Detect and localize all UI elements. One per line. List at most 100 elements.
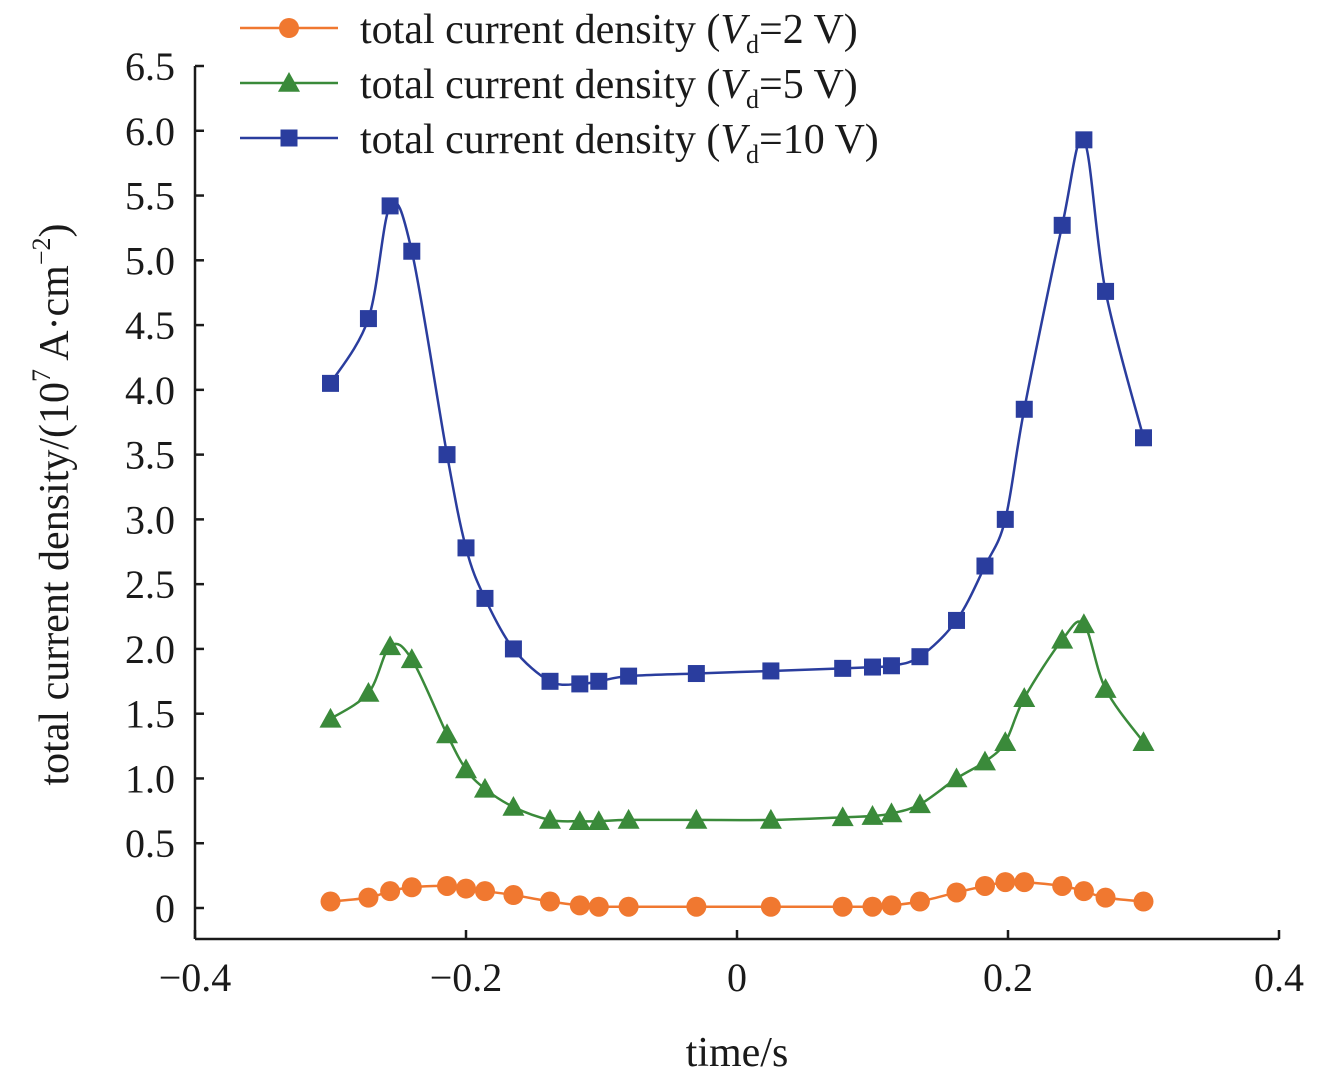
- y-tick-label: 1.5: [125, 692, 175, 737]
- data-point: [861, 805, 884, 825]
- y-axis-title-unit-exponent: −2: [27, 237, 56, 265]
- data-point: [1052, 875, 1073, 896]
- data-point: [504, 640, 522, 658]
- y-tick-label: 0: [155, 886, 175, 931]
- data-point: [948, 611, 966, 629]
- data-point: [457, 539, 475, 557]
- y-axis-title-exponent: 7: [27, 369, 56, 382]
- y-axis-title: total current density/(107 A·cm−2): [27, 223, 78, 785]
- data-point: [880, 802, 903, 823]
- data-point: [571, 675, 589, 693]
- data-point: [881, 895, 902, 916]
- data-point: [476, 589, 494, 607]
- data-point: [1053, 216, 1071, 234]
- data-point: [588, 896, 609, 917]
- x-tick-label: 0: [727, 955, 747, 1000]
- legend-marker: [278, 72, 300, 92]
- data-point: [1135, 429, 1152, 447]
- data-point: [437, 875, 458, 896]
- data-point: [834, 659, 852, 677]
- series-circle: [320, 872, 1154, 917]
- legend-label: total current density (Vd=5 V): [360, 62, 858, 114]
- axes: −0.4 −0.2 0 0.2 0.4 0 0.5 1.0 1.5 2.0 2.5 3.0 3.5 4.…: [125, 44, 1304, 1000]
- legend-item: total current density (Vd=5 V): [240, 62, 858, 114]
- legend-marker: [280, 129, 298, 147]
- x-tick-label: 0.2: [983, 955, 1033, 1000]
- data-point: [358, 887, 379, 908]
- data-point: [945, 767, 968, 788]
- data-point: [617, 808, 640, 829]
- x-axis-title: time/s: [686, 1030, 789, 1076]
- y-tick-label: 2.5: [125, 562, 175, 607]
- data-point: [762, 662, 780, 680]
- x-ticks: −0.4 −0.2 0 0.2 0.4: [159, 930, 1304, 1000]
- y-tick-label: 2.0: [125, 627, 175, 672]
- data-point: [995, 872, 1016, 893]
- data-point: [455, 758, 477, 779]
- data-point: [862, 896, 883, 917]
- plot-series: [319, 131, 1155, 917]
- data-point: [403, 242, 421, 260]
- series-line: [329, 620, 1145, 823]
- data-point: [1132, 731, 1155, 751]
- legend-label: total current density (Vd=2 V): [360, 7, 858, 59]
- data-point: [996, 510, 1014, 528]
- y-tick-label: 1.0: [125, 756, 175, 801]
- data-point: [759, 808, 782, 829]
- data-point: [1014, 872, 1035, 893]
- data-point: [832, 896, 853, 917]
- data-point: [908, 793, 931, 814]
- data-point: [1075, 131, 1093, 149]
- data-point: [456, 878, 476, 899]
- x-tick-label: −0.2: [430, 955, 503, 1000]
- series-square: [322, 131, 1152, 693]
- x-tick-label: 0.4: [1254, 955, 1304, 1000]
- series-triangle: [319, 613, 1155, 831]
- y-axis-title-close: ): [32, 223, 78, 237]
- data-point: [1073, 881, 1094, 902]
- y-tick-label: 3.5: [125, 433, 175, 478]
- data-point: [994, 731, 1017, 751]
- y-tick-label: 5.0: [125, 238, 175, 283]
- data-point: [618, 896, 639, 917]
- data-point: [1072, 613, 1095, 634]
- data-point: [1133, 891, 1154, 912]
- data-point: [436, 723, 459, 744]
- data-point: [590, 672, 608, 690]
- y-tick-label: 4.5: [125, 303, 175, 348]
- data-point: [620, 667, 638, 685]
- data-point: [381, 197, 399, 215]
- data-point: [322, 374, 339, 392]
- data-point: [474, 881, 495, 902]
- data-point: [831, 806, 854, 827]
- data-point: [687, 665, 705, 683]
- y-tick-label: 5.5: [125, 174, 175, 219]
- y-tick-label: 0.5: [125, 821, 175, 866]
- data-point: [911, 648, 929, 666]
- data-point: [541, 672, 559, 690]
- legend-marker: [279, 18, 299, 38]
- legend-item: total current density (Vd=2 V): [240, 7, 858, 59]
- legend: total current density (Vd=2 V)total curr…: [240, 7, 879, 169]
- data-point: [568, 810, 591, 831]
- data-point: [319, 707, 342, 728]
- y-tick-label: 4.0: [125, 368, 175, 413]
- data-point: [473, 777, 496, 798]
- data-point: [438, 446, 456, 464]
- data-point: [380, 881, 401, 902]
- data-point: [685, 808, 708, 829]
- y-tick-label: 3.0: [125, 497, 175, 542]
- data-point: [539, 808, 562, 829]
- data-point: [864, 658, 881, 676]
- y-ticks: 0 0.5 1.0 1.5 2.0 2.5 3.0 3.5 4.0 4.5 5.0 5.5 6.0 6.5: [125, 44, 204, 931]
- legend-item: total current density (Vd=10 V): [240, 117, 879, 169]
- data-point: [401, 877, 422, 898]
- data-point: [1094, 678, 1117, 698]
- y-tick-label: 6.5: [125, 44, 175, 89]
- data-point: [909, 891, 930, 912]
- data-point: [1095, 887, 1116, 908]
- data-point: [540, 891, 561, 912]
- data-point: [946, 882, 967, 903]
- data-point: [974, 875, 995, 896]
